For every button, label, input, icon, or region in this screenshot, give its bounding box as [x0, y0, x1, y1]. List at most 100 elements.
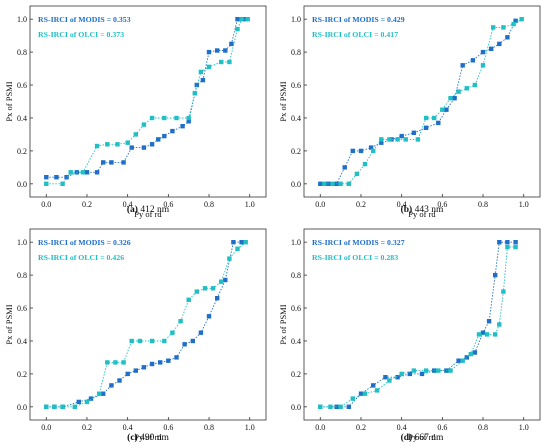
modis-point: [121, 160, 126, 165]
y-tick-label: 0.2: [291, 370, 301, 379]
olci-point: [448, 368, 453, 373]
x-tick-label: 0.6: [437, 200, 447, 209]
olci-point: [194, 289, 199, 294]
olci-point: [501, 25, 506, 30]
olci-point: [423, 368, 429, 373]
olci-point: [395, 137, 400, 142]
modis-point: [505, 240, 510, 245]
modis-point: [156, 137, 161, 142]
modis-point: [444, 107, 449, 112]
olci-point: [399, 371, 404, 377]
modis-point: [472, 350, 478, 355]
modis-point: [44, 175, 49, 180]
annotation-modis: RS-IRCI of MODIS = 0.353: [38, 15, 131, 24]
olci-point: [141, 122, 147, 127]
modis-point: [395, 375, 400, 380]
x-tick-label: 0.4: [123, 200, 133, 209]
olci-series-line: [46, 18, 248, 185]
modis-point: [174, 355, 179, 360]
modis-point: [129, 145, 134, 150]
y-tick-label: 0.0: [17, 403, 27, 412]
y-tick-label: 0.8: [17, 271, 27, 280]
olci-point: [387, 378, 392, 383]
modis-point: [166, 358, 171, 363]
modis-point: [497, 240, 502, 245]
y-tick-label: 0.2: [291, 147, 301, 156]
x-tick-label: 0.8: [204, 200, 214, 209]
olci-point: [330, 181, 335, 186]
y-axis-label: Px of PSMI: [4, 81, 14, 121]
olci-point: [338, 404, 343, 409]
modis-point: [194, 82, 199, 88]
olci-point: [121, 360, 126, 365]
x-axis-label: Py of rd: [408, 209, 436, 219]
panel-letter: (b): [401, 204, 415, 215]
modis-point: [170, 128, 175, 134]
y-tick-label: 1.0: [17, 15, 27, 24]
modis-point: [133, 368, 138, 373]
annotation-modis: RS-IRCI of MODIS = 0.429: [312, 15, 405, 24]
modis-point: [379, 140, 384, 145]
olci-point: [505, 244, 510, 250]
x-tick-label: 0.0: [315, 423, 325, 432]
x-tick-label: 0.0: [41, 200, 51, 209]
modis-point: [180, 124, 185, 129]
x-tick-label: 0.0: [41, 423, 51, 432]
olci-point: [192, 91, 197, 96]
olci-point: [480, 63, 486, 68]
modis-point: [513, 240, 518, 245]
olci-point: [235, 246, 240, 251]
x-tick-label: 1.0: [519, 423, 529, 432]
olci-point: [113, 360, 118, 365]
y-tick-label: 0.8: [291, 48, 301, 57]
plot-frame: [29, 5, 267, 198]
y-tick-label: 0.4: [17, 337, 27, 346]
y-tick-label: 0.4: [291, 114, 301, 123]
modis-series-line: [320, 20, 517, 185]
y-tick-label: 0.8: [291, 271, 301, 280]
olci-point: [115, 142, 120, 147]
modis-point: [84, 170, 90, 175]
olci-point: [162, 338, 167, 344]
panel-wavelength: 412 nm: [140, 205, 169, 215]
olci-point: [511, 21, 516, 27]
olci-point: [186, 297, 191, 302]
olci-point: [178, 319, 183, 324]
x-axis-label: Py of rd: [134, 209, 162, 219]
modis-point: [489, 46, 494, 51]
modis-point: [101, 160, 106, 165]
chart-panel: 0.0 0.2 0.4 0.6 0.8 1.0 0.0 0.2 0.4 0.6 0.8 1.0 Py o…: [278, 5, 541, 219]
olci-point: [72, 404, 77, 409]
modis-point: [460, 63, 465, 68]
modis-point: [229, 41, 234, 47]
olci-point: [198, 69, 204, 75]
chart-panel: 0.0 0.2 0.4 0.6 0.8 1.0 0.0 0.2 0.4 0.6 0.8 1.0 Py o…: [278, 228, 541, 443]
olci-point: [460, 358, 465, 363]
modis-point: [141, 365, 147, 370]
modis-point: [342, 165, 347, 170]
modis-point: [513, 18, 518, 23]
x-tick-label: 0.8: [204, 423, 214, 432]
olci-point: [105, 360, 110, 365]
modis-point: [206, 49, 212, 55]
modis-point: [198, 330, 204, 335]
olci-point: [415, 137, 421, 142]
modis-point: [215, 48, 220, 53]
olci-point: [80, 170, 86, 175]
modis-point: [64, 175, 69, 180]
modis-point: [456, 358, 461, 363]
x-tick-label: 0.6: [163, 423, 173, 432]
olci-point: [186, 115, 191, 121]
modis-series-line: [320, 241, 516, 408]
x-tick-label: 0.2: [82, 423, 92, 432]
olci-point: [423, 115, 429, 121]
y-axis-label: Px of PSMI: [278, 304, 288, 344]
y-tick-label: 0.0: [17, 180, 27, 189]
olci-point: [371, 148, 376, 154]
modis-point: [182, 342, 187, 347]
modis-point: [149, 142, 155, 147]
modis-point: [350, 148, 355, 154]
olci-point: [44, 404, 49, 409]
olci-point: [52, 404, 57, 409]
panel-wavelength: 490 nm: [140, 433, 169, 443]
